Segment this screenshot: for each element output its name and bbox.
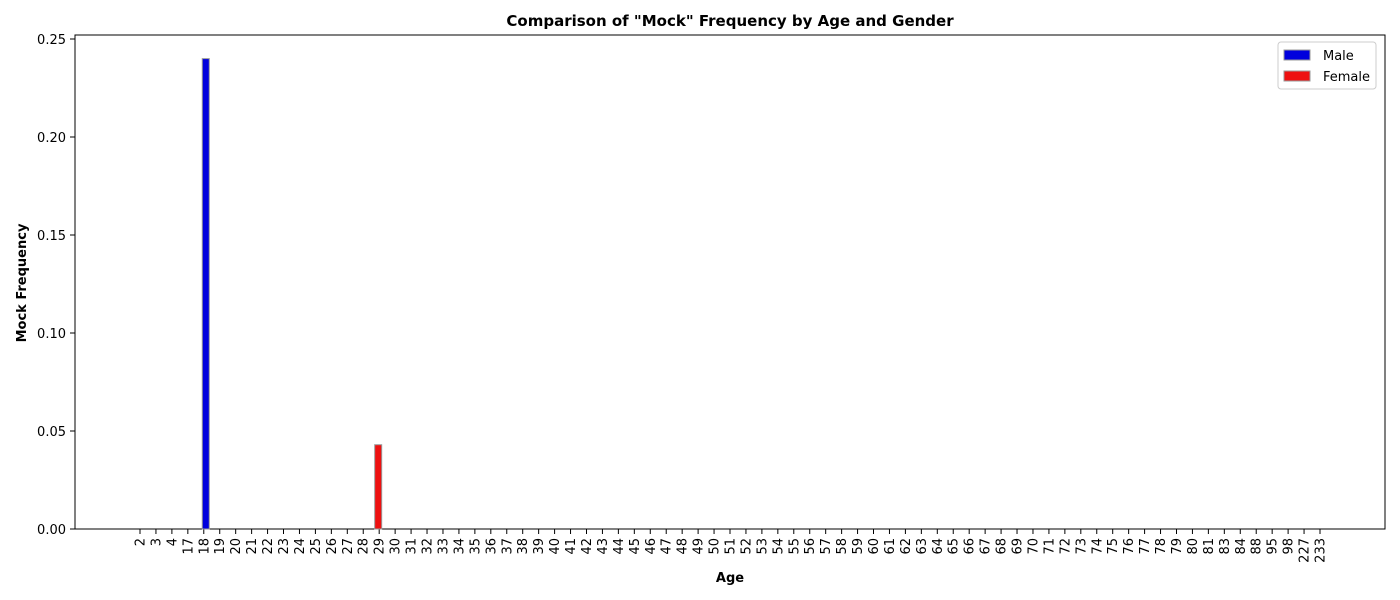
x-tick-label: 73 xyxy=(1074,538,1089,555)
x-tick-label: 98 xyxy=(1282,538,1297,555)
x-tick-label: 63 xyxy=(915,538,930,555)
x-tick-label: 36 xyxy=(484,538,499,555)
x-tick-label: 42 xyxy=(580,538,595,555)
x-tick-label: 29 xyxy=(373,538,388,555)
x-tick-label: 4 xyxy=(165,538,180,546)
x-tick-label: 56 xyxy=(803,538,818,555)
legend-swatch-female xyxy=(1283,70,1311,82)
x-tick-label: 61 xyxy=(883,538,898,555)
x-tick-label: 70 xyxy=(1026,538,1041,555)
x-axis-label: Age xyxy=(716,571,744,586)
x-tick-label: 55 xyxy=(787,538,802,555)
x-tick-label: 80 xyxy=(1186,538,1201,555)
x-tick-label: 95 xyxy=(1266,538,1281,555)
y-tick-label: 0.20 xyxy=(37,131,66,146)
x-tick-label: 22 xyxy=(261,538,276,555)
x-tick-label: 64 xyxy=(931,538,946,555)
x-tick-label: 84 xyxy=(1234,538,1249,555)
x-tick-label: 233 xyxy=(1314,538,1329,563)
x-tick-label: 77 xyxy=(1138,538,1153,555)
legend: Male Female xyxy=(1277,41,1377,90)
x-tick-label: 79 xyxy=(1170,538,1185,555)
x-tick-label: 45 xyxy=(628,538,643,555)
x-tick-label: 69 xyxy=(1011,538,1026,555)
y-tick-label: 0.15 xyxy=(37,229,66,244)
x-tick-label: 47 xyxy=(660,538,675,555)
legend-label-female: Female xyxy=(1323,70,1370,85)
plot-area: 0.000.050.100.150.200.252 3 4 17 18 19 20 21 22 2… xyxy=(37,33,1386,563)
x-tick-label: 54 xyxy=(771,538,786,555)
x-tick-label: 50 xyxy=(708,538,723,555)
x-tick-label: 3 xyxy=(149,538,164,546)
chart-title: Comparison of "Mock" Frequency by Age an… xyxy=(506,12,954,30)
bar-female xyxy=(374,444,383,530)
x-tick-label: 33 xyxy=(436,538,451,555)
x-tick-label: 60 xyxy=(867,538,882,555)
legend-swatch-male xyxy=(1283,49,1311,61)
x-tick-label: 17 xyxy=(181,538,196,555)
x-tick-label: 58 xyxy=(835,538,850,555)
bar-male xyxy=(201,58,210,530)
x-tick-label: 38 xyxy=(516,538,531,555)
x-tick-label: 18 xyxy=(197,538,212,555)
x-tick-label: 72 xyxy=(1058,538,1073,555)
x-tick-label: 48 xyxy=(676,538,691,555)
x-tick-label: 51 xyxy=(724,538,739,555)
x-tick-label: 41 xyxy=(564,538,579,555)
x-tick-label: 71 xyxy=(1042,538,1057,555)
y-tick-label: 0.25 xyxy=(37,33,66,48)
x-tick-label: 27 xyxy=(341,538,356,555)
x-tick-label: 39 xyxy=(532,538,547,555)
x-tick-label: 23 xyxy=(277,538,292,555)
x-tick-label: 19 xyxy=(213,538,228,555)
x-tick-label: 26 xyxy=(325,538,340,555)
y-tick-label: 0.10 xyxy=(37,327,66,342)
x-tick-label: 37 xyxy=(500,538,515,555)
x-tick-label: 68 xyxy=(995,538,1010,555)
plot-frame xyxy=(74,34,1386,530)
x-tick-label: 46 xyxy=(644,538,659,555)
x-tick-label: 49 xyxy=(692,538,707,555)
x-tick-label: 59 xyxy=(851,538,866,555)
x-tick-label: 34 xyxy=(452,538,467,555)
x-tick-label: 44 xyxy=(612,538,627,555)
x-tick-label: 35 xyxy=(468,538,483,555)
x-tick-label: 81 xyxy=(1202,538,1217,555)
x-tick-label: 21 xyxy=(245,538,260,555)
x-tick-label: 52 xyxy=(739,538,754,555)
y-tick-label: 0.00 xyxy=(37,523,66,538)
x-tick-label: 28 xyxy=(357,538,372,555)
x-tick-label: 57 xyxy=(819,538,834,555)
x-tick-label: 53 xyxy=(755,538,770,555)
legend-label-male: Male xyxy=(1323,49,1354,64)
x-tick-label: 67 xyxy=(979,538,994,555)
x-tick-label: 75 xyxy=(1106,538,1121,555)
x-tick-label: 25 xyxy=(309,538,324,555)
x-tick-label: 88 xyxy=(1250,538,1265,555)
x-tick-label: 32 xyxy=(421,538,436,555)
x-tick-label: 43 xyxy=(596,538,611,555)
x-tick-label: 30 xyxy=(389,538,404,555)
x-tick-label: 74 xyxy=(1090,538,1105,555)
x-tick-label: 83 xyxy=(1218,538,1233,555)
x-tick-label: 66 xyxy=(963,538,978,555)
x-tick-label: 31 xyxy=(405,538,420,555)
x-tick-label: 24 xyxy=(293,538,308,555)
x-tick-label: 62 xyxy=(899,538,914,555)
x-tick-label: 227 xyxy=(1298,538,1313,563)
x-tick-label: 2 xyxy=(134,538,149,546)
y-axis-label: Mock Frequency xyxy=(15,223,30,342)
x-tick-label: 76 xyxy=(1122,538,1137,555)
x-tick-label: 78 xyxy=(1154,538,1169,555)
x-tick-label: 20 xyxy=(229,538,244,555)
x-tick-label: 65 xyxy=(947,538,962,555)
x-tick-label: 40 xyxy=(548,538,563,555)
y-tick-label: 0.05 xyxy=(37,425,66,440)
